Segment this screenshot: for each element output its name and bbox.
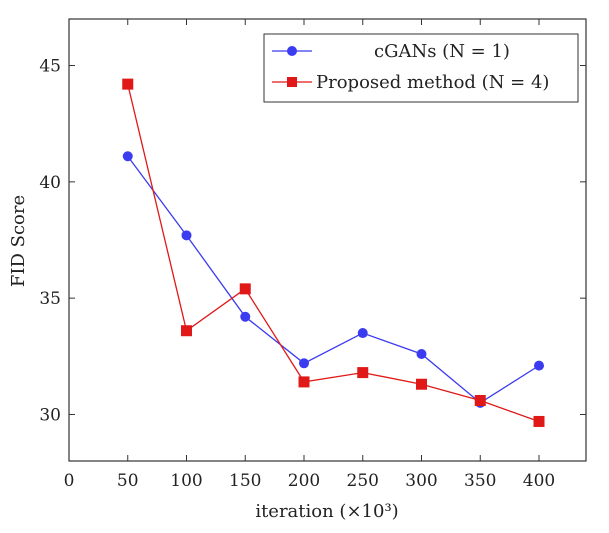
x-tick-label: 150 bbox=[229, 471, 261, 491]
x-axis-title: iteration (×10³) bbox=[255, 501, 398, 522]
data-point-0 bbox=[299, 358, 309, 369]
x-tick-label: 0 bbox=[64, 471, 75, 491]
data-point-1 bbox=[416, 378, 427, 390]
y-tick-label: 40 bbox=[39, 173, 61, 193]
data-point-0 bbox=[416, 348, 427, 359]
series-line-0 bbox=[127, 155, 540, 404]
data-point-1 bbox=[122, 78, 134, 90]
legend: cGANs (N = 1) Proposed method (N = 4) bbox=[263, 33, 579, 103]
legend-marker-proposed bbox=[287, 77, 297, 87]
data-point-1 bbox=[533, 415, 545, 427]
axis-ticks: 0 50 100 150 200 250 300 350 400 30 35 40 45 bbox=[39, 19, 586, 491]
x-tick-label: 300 bbox=[405, 471, 437, 491]
series-line-1 bbox=[127, 83, 540, 423]
y-tick-label: 45 bbox=[39, 57, 61, 77]
data-point-0 bbox=[240, 311, 251, 322]
data-point-1 bbox=[357, 367, 369, 379]
y-axis-title: FID Score bbox=[8, 195, 29, 287]
x-tick-label: 250 bbox=[347, 471, 379, 491]
data-point-1 bbox=[474, 395, 486, 407]
data-point-0 bbox=[181, 230, 192, 241]
series-group bbox=[122, 78, 545, 427]
data-point-0 bbox=[357, 328, 368, 339]
y-tick-label: 35 bbox=[39, 289, 61, 309]
legend-marker-cgans bbox=[287, 46, 297, 56]
plot-frame bbox=[68, 18, 587, 462]
x-tick-label: 200 bbox=[288, 471, 320, 491]
data-point-1 bbox=[239, 283, 251, 295]
x-tick-label: 100 bbox=[170, 471, 202, 491]
data-point-1 bbox=[181, 325, 192, 337]
data-point-1 bbox=[298, 376, 310, 388]
y-tick-label: 30 bbox=[39, 405, 61, 425]
legend-label-proposed: Proposed method (N = 4) bbox=[316, 72, 549, 93]
data-point-0 bbox=[122, 151, 133, 162]
legend-box bbox=[263, 33, 579, 103]
x-tick-label: 400 bbox=[523, 471, 555, 491]
x-tick-label: 350 bbox=[464, 471, 496, 491]
x-tick-label: 50 bbox=[117, 471, 139, 491]
legend-label-cgans: cGANs (N = 1) bbox=[374, 41, 510, 62]
data-point-0 bbox=[534, 360, 544, 371]
